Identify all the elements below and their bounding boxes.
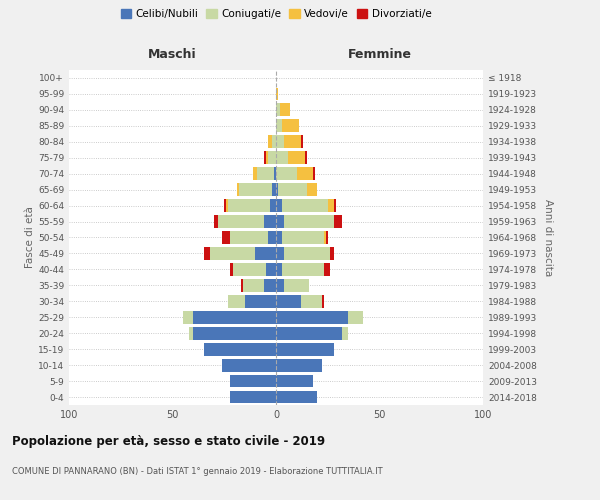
Bar xyxy=(263,215,276,228)
Bar xyxy=(224,199,226,212)
Bar xyxy=(230,231,268,244)
Bar xyxy=(183,311,193,324)
Bar xyxy=(301,295,322,308)
Bar xyxy=(263,152,266,164)
Bar xyxy=(313,168,316,180)
Legend: Celibi/Nubili, Coniugati/e, Vedovi/e, Divorziati/e: Celibi/Nubili, Coniugati/e, Vedovi/e, Di… xyxy=(116,5,436,24)
Bar xyxy=(214,215,218,228)
Bar xyxy=(289,152,305,164)
Bar xyxy=(322,295,323,308)
Bar xyxy=(276,327,342,340)
Bar xyxy=(266,263,276,276)
Bar xyxy=(268,136,272,148)
Bar xyxy=(230,390,276,404)
Bar xyxy=(296,168,313,180)
Bar xyxy=(245,295,276,308)
Bar xyxy=(203,247,210,260)
Bar xyxy=(203,343,276,355)
Bar xyxy=(305,152,307,164)
Text: Maschi: Maschi xyxy=(148,48,197,61)
Bar xyxy=(256,247,276,260)
Bar xyxy=(326,231,328,244)
Bar xyxy=(284,247,330,260)
Bar xyxy=(239,184,272,196)
Bar xyxy=(276,358,322,372)
Bar xyxy=(236,184,239,196)
Bar xyxy=(307,184,317,196)
Bar xyxy=(280,104,290,117)
Bar xyxy=(282,231,323,244)
Y-axis label: Anni di nascita: Anni di nascita xyxy=(542,199,553,276)
Bar xyxy=(230,374,276,388)
Y-axis label: Fasce di età: Fasce di età xyxy=(25,206,35,268)
Bar xyxy=(274,168,276,180)
Bar xyxy=(334,199,336,212)
Bar xyxy=(349,311,363,324)
Bar xyxy=(268,152,276,164)
Bar xyxy=(276,295,301,308)
Bar xyxy=(218,215,263,228)
Bar xyxy=(282,263,323,276)
Bar xyxy=(276,231,282,244)
Bar xyxy=(342,327,349,340)
Text: COMUNE DI PANNARANO (BN) - Dati ISTAT 1° gennaio 2019 - Elaborazione TUTTITALIA.: COMUNE DI PANNARANO (BN) - Dati ISTAT 1°… xyxy=(12,468,383,476)
Bar xyxy=(226,199,229,212)
Bar xyxy=(222,231,230,244)
Bar xyxy=(257,168,274,180)
Bar xyxy=(276,247,284,260)
Bar xyxy=(276,120,282,132)
Bar xyxy=(229,295,245,308)
Bar xyxy=(278,184,307,196)
Text: Popolazione per età, sesso e stato civile - 2019: Popolazione per età, sesso e stato civil… xyxy=(12,435,325,448)
Bar xyxy=(282,120,299,132)
Bar xyxy=(284,279,309,291)
Bar xyxy=(276,311,349,324)
Bar xyxy=(276,263,282,276)
Bar xyxy=(272,184,276,196)
Bar xyxy=(193,327,276,340)
Bar xyxy=(193,311,276,324)
Bar xyxy=(266,152,268,164)
Bar xyxy=(328,199,334,212)
Bar xyxy=(230,263,233,276)
Bar xyxy=(233,263,266,276)
Bar xyxy=(268,231,276,244)
Bar xyxy=(276,184,278,196)
Bar xyxy=(222,358,276,372)
Bar xyxy=(301,136,303,148)
Bar xyxy=(284,215,334,228)
Bar xyxy=(276,152,289,164)
Bar xyxy=(189,327,193,340)
Bar xyxy=(276,104,280,117)
Bar xyxy=(276,279,284,291)
Bar xyxy=(323,263,330,276)
Bar xyxy=(276,390,317,404)
Bar xyxy=(272,136,276,148)
Bar xyxy=(243,279,263,291)
Bar xyxy=(323,231,326,244)
Bar xyxy=(282,199,328,212)
Bar xyxy=(263,279,276,291)
Bar xyxy=(284,136,301,148)
Bar xyxy=(270,199,276,212)
Text: Femmine: Femmine xyxy=(347,48,412,61)
Bar xyxy=(229,199,270,212)
Bar xyxy=(253,168,257,180)
Bar xyxy=(241,279,243,291)
Bar xyxy=(276,88,278,101)
Bar xyxy=(276,168,296,180)
Bar xyxy=(276,343,334,355)
Bar xyxy=(210,247,256,260)
Bar xyxy=(330,247,334,260)
Bar xyxy=(334,215,342,228)
Bar xyxy=(276,374,313,388)
Bar xyxy=(276,215,284,228)
Bar xyxy=(276,136,284,148)
Bar xyxy=(276,199,282,212)
